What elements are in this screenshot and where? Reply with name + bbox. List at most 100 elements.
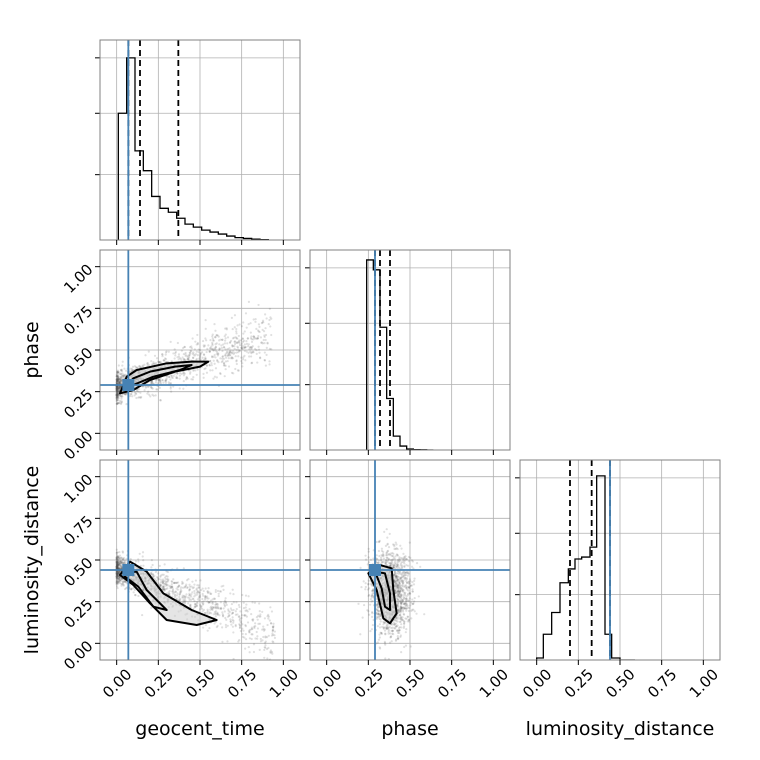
sample-point (401, 571, 404, 574)
sample-point (231, 625, 234, 628)
sample-point (402, 613, 406, 616)
sample-point (391, 629, 394, 632)
sample-point (174, 350, 177, 354)
sample-point (403, 565, 406, 568)
sample-point (210, 607, 214, 610)
sample-point (401, 599, 404, 602)
sample-point (117, 389, 121, 392)
sample-point (398, 557, 401, 560)
sample-point (141, 551, 145, 554)
panel-luminosity_distance-vs-geocent_time: 0.00 0.25 0.50 0.75 1.000.000.250.500.751.00… (21, 459, 302, 740)
sample-point (395, 595, 398, 598)
sample-point (120, 368, 123, 371)
sample-point (197, 348, 200, 351)
sample-point (116, 390, 119, 393)
sample-point (116, 565, 119, 568)
sample-point (117, 399, 120, 402)
sample-point (405, 585, 408, 588)
sample-point (196, 368, 199, 371)
sample-point (211, 344, 214, 347)
sample-point (118, 563, 121, 566)
sample-point (171, 587, 174, 590)
sample-point (171, 590, 174, 593)
sample-point (117, 397, 120, 400)
sample-point (116, 376, 119, 379)
sample-point (241, 632, 244, 636)
sample-point (400, 580, 403, 583)
sample-point (185, 375, 188, 379)
sample-point (117, 378, 120, 382)
y-tick-label: 0.25 (60, 385, 96, 421)
sample-point (115, 374, 119, 377)
sample-point (391, 555, 395, 558)
sample-point (229, 351, 232, 354)
sample-point (233, 340, 236, 344)
sample-point (399, 604, 402, 608)
sample-point (120, 564, 123, 567)
sample-point (398, 582, 401, 585)
sample-point (235, 341, 238, 344)
sample-point (390, 640, 393, 643)
sample-point (230, 609, 233, 612)
sample-point (121, 583, 124, 586)
sample-point (118, 556, 121, 559)
sample-point (245, 609, 248, 612)
sample-point (380, 558, 383, 561)
sample-point (214, 349, 217, 352)
sample-point (404, 644, 408, 647)
sample-point (183, 372, 186, 375)
sample-point (116, 385, 119, 388)
sample-point (399, 620, 402, 623)
sample-point (182, 374, 186, 377)
sample-point (226, 615, 230, 618)
sample-point (393, 580, 396, 583)
sample-point (268, 363, 271, 366)
sample-point (139, 391, 142, 394)
sample-point (202, 345, 206, 348)
sample-point (178, 599, 182, 602)
sample-point (395, 638, 398, 641)
sample-point (359, 566, 362, 569)
sample-point (407, 618, 410, 622)
sample-point (246, 337, 249, 340)
sample-point (183, 357, 186, 361)
sample-point (136, 390, 139, 393)
sample-point (269, 651, 272, 654)
sample-point (269, 649, 273, 652)
sample-point (204, 597, 207, 600)
sample-point (154, 361, 158, 365)
sample-point (224, 601, 228, 605)
sample-point (378, 615, 381, 618)
sample-point (399, 584, 402, 587)
sample-point (256, 618, 259, 621)
sample-point (178, 584, 181, 587)
sample-point (117, 570, 121, 573)
sample-point (369, 598, 372, 601)
sample-point (115, 566, 118, 570)
sample-point (120, 395, 123, 398)
sample-point (116, 371, 119, 374)
sample-point (134, 560, 138, 563)
sample-point (237, 603, 241, 607)
sample-point (180, 349, 184, 352)
sample-point (170, 374, 173, 378)
sample-point (138, 396, 141, 399)
sample-point (259, 336, 262, 339)
sample-point (377, 616, 380, 619)
sample-point (115, 397, 118, 400)
sample-point (151, 362, 155, 365)
sample-point (211, 341, 214, 344)
sample-point (396, 587, 399, 590)
sample-point (380, 549, 384, 552)
sample-point (252, 618, 255, 621)
sample-point (216, 603, 219, 606)
sample-point (263, 646, 266, 649)
sample-point (150, 566, 153, 569)
sample-point (366, 563, 369, 566)
sample-point (118, 382, 121, 385)
sample-point (192, 356, 195, 359)
sample-point (255, 616, 259, 619)
sample-point (115, 571, 118, 574)
sample-point (115, 575, 119, 578)
sample-point (203, 353, 206, 356)
